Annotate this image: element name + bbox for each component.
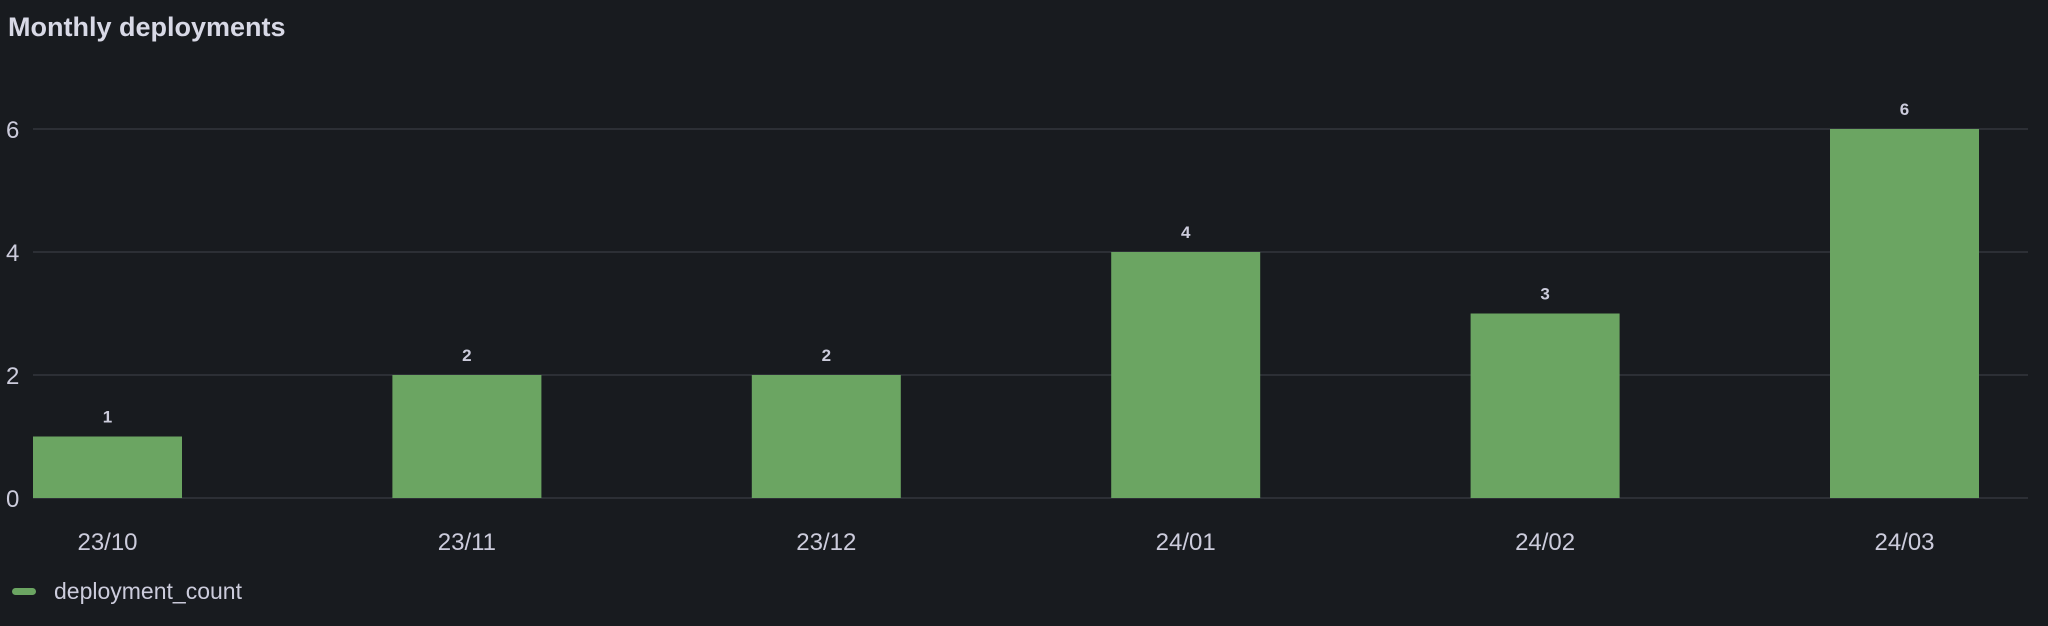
- bar: [1470, 313, 1620, 498]
- bar: [1830, 129, 1979, 498]
- bar: [33, 436, 182, 498]
- x-tick-label: 23/12: [796, 529, 856, 556]
- bar: [751, 375, 901, 498]
- y-tick-label: 4: [6, 240, 19, 267]
- y-tick-label: 2: [6, 363, 19, 390]
- bar-value-label: 2: [462, 346, 471, 365]
- x-tick-label: 24/03: [1874, 529, 1934, 556]
- bar-value-label: 2: [822, 346, 831, 365]
- legend-swatch: [12, 588, 36, 595]
- y-tick-label: 0: [6, 486, 19, 513]
- bar: [392, 375, 542, 498]
- bar-value-label: 3: [1540, 285, 1549, 304]
- legend-label: deployment_count: [54, 578, 242, 604]
- bar-value-label: 6: [1900, 100, 1909, 119]
- x-tick-label: 24/01: [1156, 529, 1216, 556]
- x-tick-label: 23/11: [438, 529, 496, 556]
- x-tick-label: 24/02: [1515, 529, 1575, 556]
- y-tick-label: 6: [6, 117, 19, 144]
- legend[interactable]: deployment_count: [12, 578, 242, 605]
- bar: [1111, 252, 1261, 498]
- bar-value-label: 1: [103, 408, 112, 427]
- chart-title: Monthly deployments: [8, 12, 286, 42]
- x-tick-label: 23/10: [77, 529, 137, 556]
- bar-value-label: 4: [1181, 223, 1191, 242]
